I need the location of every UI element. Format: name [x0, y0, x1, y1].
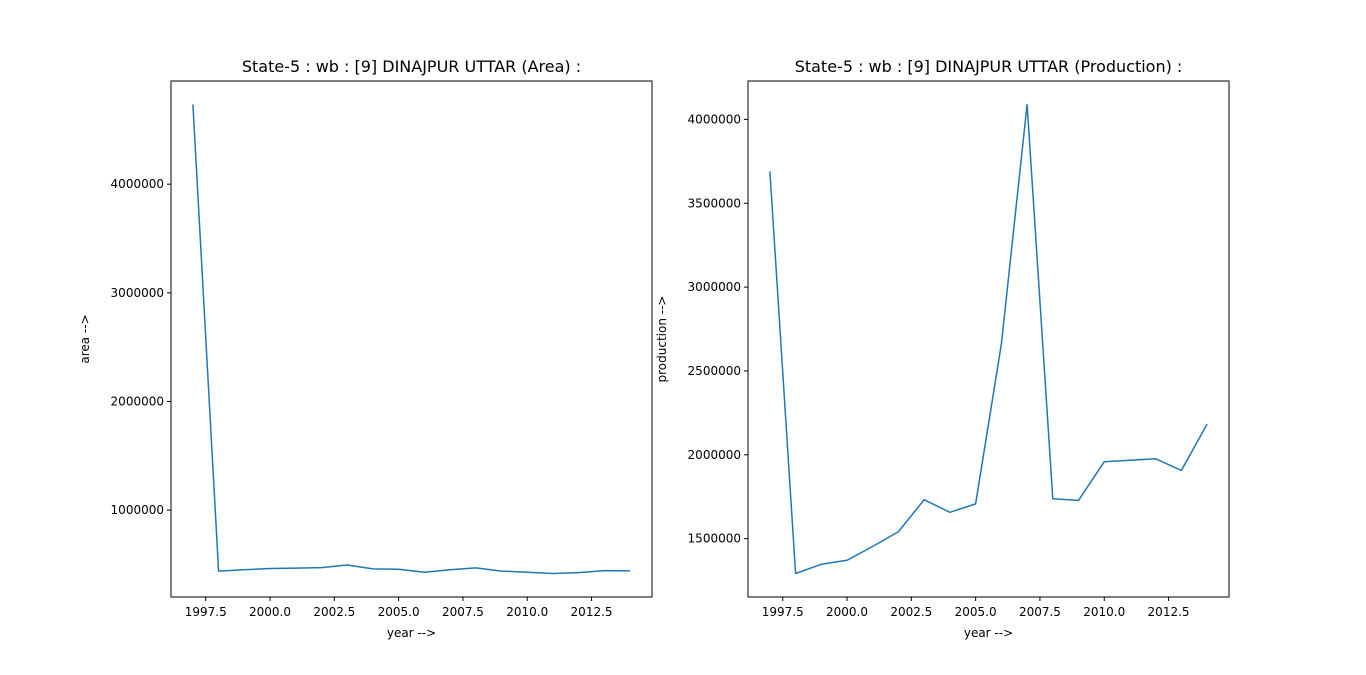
- x-axis-label: year -->: [964, 626, 1013, 640]
- x-tick-label: 1997.5: [185, 605, 227, 619]
- axes-frame: [747, 80, 1230, 598]
- x-tick-label: 2005.0: [955, 605, 997, 619]
- series-line: [769, 103, 1208, 575]
- y-tick-label: 2000000: [111, 394, 164, 408]
- y-axis-label: production -->: [655, 296, 669, 383]
- x-tick-label: 2007.5: [442, 605, 484, 619]
- y-tick-label: 4000000: [111, 177, 164, 191]
- y-tick-label: 2000000: [688, 448, 741, 462]
- series-line: [192, 104, 631, 575]
- subplot-2: 1997.5 2000.0 2002.5 2005.0 2007.5 2010.0 2012…: [655, 57, 1230, 640]
- x-tick-label: 2002.5: [890, 605, 932, 619]
- y-tick-label: 3000000: [111, 286, 164, 300]
- y-tick-label: 3000000: [688, 280, 741, 294]
- y-tick-label: 2500000: [688, 364, 741, 378]
- chart-title: State-5 : wb : [9] DINAJPUR UTTAR (Area)…: [242, 57, 581, 76]
- x-axis-label: year -->: [387, 626, 436, 640]
- x-tick-label: 2012.5: [1148, 605, 1190, 619]
- y-axis-label: area -->: [78, 314, 92, 363]
- axes-frame: [170, 80, 653, 598]
- x-tick-label: 1997.5: [762, 605, 804, 619]
- x-tick-label: 2010.0: [506, 605, 548, 619]
- x-tick-label: 2012.5: [571, 605, 613, 619]
- x-tick-label: 2010.0: [1083, 605, 1125, 619]
- x-tick-label: 2002.5: [313, 605, 355, 619]
- y-tick-label: 1500000: [688, 532, 741, 546]
- chart-title: State-5 : wb : [9] DINAJPUR UTTAR (Produ…: [795, 57, 1183, 76]
- y-tick-label: 1000000: [111, 503, 164, 517]
- y-tick-label: 3500000: [688, 196, 741, 210]
- x-tick-label: 2000.0: [249, 605, 291, 619]
- subplot-1: 1997.5 2000.0 2002.5 2005.0 2007.5 2010.0 2012…: [78, 57, 653, 640]
- x-tick-label: 2005.0: [378, 605, 420, 619]
- x-tick-label: 2007.5: [1019, 605, 1061, 619]
- x-tick-label: 2000.0: [826, 605, 868, 619]
- y-tick-label: 4000000: [688, 112, 741, 126]
